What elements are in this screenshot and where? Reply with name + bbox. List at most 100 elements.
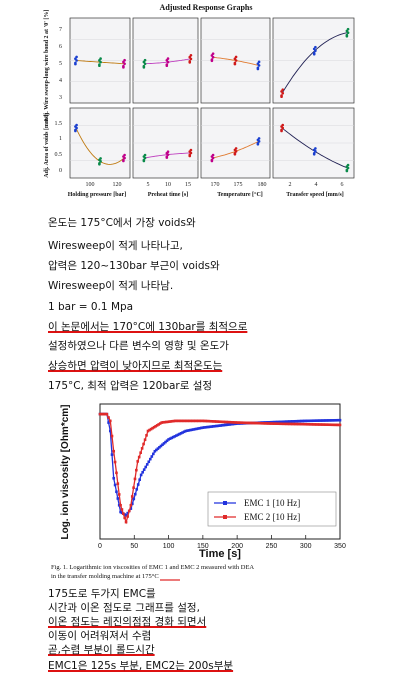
emc1-marker (107, 421, 110, 424)
emc2-marker (112, 449, 116, 453)
emc2-marker (295, 422, 299, 426)
emc2-marker (104, 412, 107, 416)
emc1-marker (304, 419, 308, 423)
data-point (166, 150, 170, 154)
emc1-marker (223, 423, 227, 427)
emc1-marker (335, 418, 339, 422)
data-point (281, 123, 285, 127)
emc2-marker (157, 423, 160, 426)
emc1-marker (168, 437, 172, 440)
emc2-marker (148, 428, 151, 432)
emc1-marker (195, 427, 198, 431)
emc1-marker (116, 497, 120, 500)
emc1-marker (280, 420, 284, 424)
x-tick-label: 150 (197, 543, 209, 550)
voids-ytick: 0 (59, 168, 62, 174)
data-point (256, 67, 260, 71)
emc1-marker (184, 429, 188, 433)
emc2-marker (225, 420, 229, 424)
x-tick-label: 100 (163, 543, 175, 550)
emc2-marker (117, 493, 121, 496)
emc2-marker (98, 412, 102, 416)
emc2-marker (181, 419, 185, 423)
emc1-marker (152, 452, 155, 456)
data-point (123, 58, 126, 62)
data-point (314, 45, 317, 49)
emc1-marker (219, 424, 223, 427)
emc2-marker (201, 419, 205, 423)
preheat-time-xtick: 15 (185, 182, 191, 188)
emc2-marker (168, 420, 171, 423)
emc1-marker (290, 420, 294, 423)
note1-line: 설정하였으나 다른 변수의 영향 및 온도가 (48, 340, 229, 352)
emc2-marker (207, 419, 211, 423)
emc2-marker (286, 422, 290, 426)
emc1-marker (338, 418, 342, 422)
emc2-marker (174, 419, 177, 423)
emc1-marker (117, 503, 121, 507)
data-point (99, 157, 102, 160)
emc2-marker (323, 423, 327, 426)
emc2-marker (183, 419, 186, 423)
emc2-marker (113, 460, 117, 464)
emc2-marker (171, 419, 174, 423)
data-point (280, 95, 283, 99)
emc1-marker (326, 419, 330, 422)
emc1-marker (283, 420, 287, 423)
emc1-marker (279, 420, 282, 424)
emc2-marker (320, 423, 324, 426)
note1-line: 상승하면 압력이 낮아지므로 최적온도는 (48, 360, 223, 372)
emc2-marker (262, 422, 266, 425)
emc2-marker (332, 423, 336, 427)
data-point (346, 163, 350, 167)
emc2-marker (277, 422, 281, 426)
temperature-xtick: 175 (234, 182, 243, 188)
emc1-marker (189, 428, 192, 432)
time-x-label: Time [s] (199, 548, 241, 560)
emc2-marker (164, 420, 168, 424)
emc1-marker (176, 433, 180, 437)
emc1-marker (299, 419, 303, 423)
emc1-marker (302, 419, 306, 423)
emc1-marker (156, 447, 160, 450)
emc1-marker (162, 442, 166, 445)
wire-sweep-ytick: 7 (59, 27, 62, 33)
emc2-marker (223, 420, 227, 424)
emc2-marker (100, 412, 103, 416)
emc2-marker (220, 420, 224, 424)
emc1-marker (139, 473, 143, 477)
emc1-marker (155, 448, 158, 452)
emc1-marker (332, 419, 336, 422)
emc2-marker (124, 520, 128, 524)
emc1-marker (182, 430, 186, 434)
transfer-speed-xtick: 2 (289, 182, 292, 188)
data-point (188, 154, 192, 158)
note1-line: 이 논문에서는 170°C에 130bar를 최적으로 (48, 321, 248, 333)
note2-line: 175도로 두가지 EMC를 (48, 588, 156, 600)
emc2-marker (186, 419, 189, 423)
emc2-marker (129, 503, 133, 507)
emc2-marker (169, 420, 173, 423)
emc2-marker (107, 416, 110, 419)
data-point (312, 52, 316, 56)
emc1-marker (161, 443, 164, 446)
legend-emc1-marker (223, 501, 227, 505)
emc2-marker (228, 420, 231, 424)
emc1-marker (138, 478, 141, 481)
emc1-marker (167, 438, 170, 441)
emc2-marker (166, 420, 170, 424)
emc1-marker (307, 419, 310, 423)
emc2-marker (235, 421, 239, 424)
emc1-marker (271, 420, 275, 424)
emc1-marker (316, 419, 319, 422)
wire-sweep-y-label: Adj. Wire sweep-long wire bond 2 at '0' … (44, 10, 50, 123)
emc2-marker (206, 419, 209, 423)
emc1-marker (147, 460, 151, 464)
emc2-marker (296, 422, 300, 426)
emc2-marker (177, 419, 180, 423)
emc2-marker (160, 421, 164, 424)
emc1-marker (190, 428, 194, 432)
response-graphs-title: Adjusted Response Graphs (160, 3, 253, 12)
emc2-marker (302, 422, 306, 426)
emc2-marker (229, 420, 233, 424)
